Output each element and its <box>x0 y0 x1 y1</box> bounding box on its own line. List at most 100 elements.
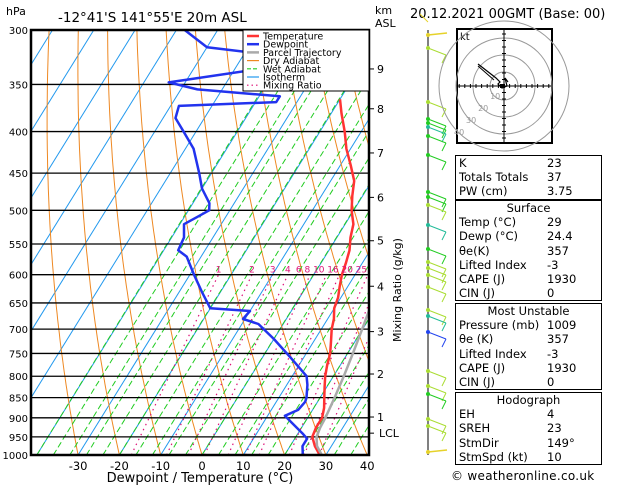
mu-label: CAPE (J) <box>459 360 506 375</box>
wind-barb-flag <box>441 54 447 64</box>
wind-barb-flag <box>441 316 447 326</box>
surface-label: Dewp (°C) <box>459 229 519 244</box>
dry-adiabat-line <box>312 30 369 260</box>
hodograph-trace <box>477 65 495 81</box>
index-label: PW (cm) <box>459 184 508 199</box>
legend-label: Parcel Trajectory <box>263 48 342 59</box>
surface-row: CAPE (J) 1930 <box>456 272 601 286</box>
mu-label: Lifted Index <box>459 346 527 361</box>
wind-barb <box>427 204 447 213</box>
wind-barb <box>427 261 447 270</box>
hodo-label: StmSpd (kt) <box>459 449 528 464</box>
mixing-ratio-label: 10 <box>313 266 325 276</box>
parcel-trajectory-line <box>315 307 369 455</box>
wind-barb-flag <box>441 129 447 139</box>
wind-barb <box>427 315 447 324</box>
surface-row: Temp (°C) 29 <box>456 215 601 229</box>
wind-barb-flag <box>441 161 447 171</box>
legend-label: Dry Adiabat <box>263 56 320 67</box>
surface-value: -3 <box>547 257 559 272</box>
wind-barb-flag <box>441 142 447 152</box>
most-unstable-title: Most Unstable <box>487 304 570 318</box>
wind-barb-flag <box>441 281 447 291</box>
pressure-tick-label: 950 <box>9 433 28 444</box>
wind-barb-flag <box>441 274 447 284</box>
surface-value: 1930 <box>547 271 577 286</box>
dry-adiabat-line <box>46 30 79 455</box>
pressure-unit-label: hPa <box>6 5 26 18</box>
hodo-label: SREH <box>459 421 491 436</box>
pressure-tick-label: 700 <box>9 325 28 336</box>
isotherm-line <box>31 30 95 133</box>
wet-adiabat-line <box>69 30 333 455</box>
hodo-value: 23 <box>547 421 562 436</box>
wet-adiabat-line <box>118 49 369 455</box>
mixing-ratio-label: 4 <box>285 266 291 276</box>
profiles <box>167 30 369 455</box>
hodo-value: 10 <box>547 449 562 464</box>
index-label: K <box>459 156 467 170</box>
surface-panel: Surface Temp (°C) 29 Dewp (°C) 24.4 θe(K) 3… <box>455 200 602 302</box>
wind-barb <box>427 224 447 233</box>
height-unit-km: km <box>375 4 392 17</box>
wet-adiabat-line <box>135 76 369 455</box>
pressure-tick-label: 1000 <box>3 451 28 462</box>
isotherm-line <box>77 30 343 455</box>
mixing-ratio-axis-label: Mixing Ratio (g/kg) <box>391 238 404 342</box>
location-title: -12°41'S 141°55'E 20m ASL <box>58 10 247 26</box>
temperature-tick-label: 30 <box>319 459 334 473</box>
mixing-ratio-label: 1 <box>216 266 222 276</box>
legend-label: Mixing Ratio <box>263 81 322 92</box>
wet-adiabat-line <box>151 103 369 455</box>
wind-barb-flag <box>441 255 447 265</box>
mu-label: Pressure (mb) <box>459 318 540 333</box>
index-row-k: K 23 <box>456 156 601 170</box>
temperature-tick-label: 10 <box>236 459 251 473</box>
wind-barb-flag <box>441 211 447 221</box>
hodo-row: StmDir 149° <box>456 436 601 450</box>
wind-barb-flag <box>441 322 447 332</box>
wind-barb <box>419 13 429 23</box>
wind-barb <box>427 309 447 318</box>
wind-barb <box>427 267 447 276</box>
mu-label: CIN (J) <box>459 374 496 389</box>
wet-adiabat-line <box>36 30 300 455</box>
dry-adiabat-line <box>107 30 162 455</box>
hodograph-ring-label: 30 <box>466 116 476 125</box>
wind-barb <box>427 449 448 453</box>
mixing-ratio-label: 16 <box>327 266 339 276</box>
mixing-ratio-label: 25 <box>356 266 367 276</box>
pressure-tick-label: 600 <box>9 271 28 282</box>
mu-row: θe (K) 357 <box>456 332 601 346</box>
surface-row: Lifted Index -3 <box>456 258 601 272</box>
wind-barb <box>427 370 447 379</box>
height-tick-label: 4 <box>377 280 384 293</box>
pressure-tick-label: 650 <box>9 299 28 310</box>
mu-row: Lifted Index -3 <box>456 347 601 361</box>
hodograph-title: Hodograph <box>496 393 561 407</box>
wind-barb-profile <box>419 13 448 455</box>
surface-value: 357 <box>547 243 569 258</box>
wind-barb-flag <box>441 268 447 278</box>
pressure-tick-label: 850 <box>9 394 28 405</box>
hodo-label: StmDir <box>459 435 499 450</box>
hodo-row: StmSpd (kt) 10 <box>456 450 601 464</box>
hodograph-ring-label: 20 <box>478 104 488 113</box>
legend-label: Temperature <box>262 32 323 43</box>
pressure-tick-label: 800 <box>9 372 28 383</box>
mixing-ratio-label: 8 <box>305 266 311 276</box>
wind-barb <box>427 331 447 340</box>
mu-row: Pressure (mb) 1009 <box>456 318 601 332</box>
pressure-tick-label: 750 <box>9 349 28 360</box>
mixing-ratio-label: 20 <box>341 266 353 276</box>
temperature-tick-label: -30 <box>69 459 88 473</box>
height-tick-label: 7 <box>377 147 384 160</box>
dewpoint-line <box>167 30 309 455</box>
hodograph-unit-label: kt <box>460 32 470 43</box>
surface-row: θe(K) 357 <box>456 244 601 258</box>
wind-barb <box>427 154 447 163</box>
wind-barb <box>427 393 447 402</box>
wind-barb <box>427 135 447 144</box>
